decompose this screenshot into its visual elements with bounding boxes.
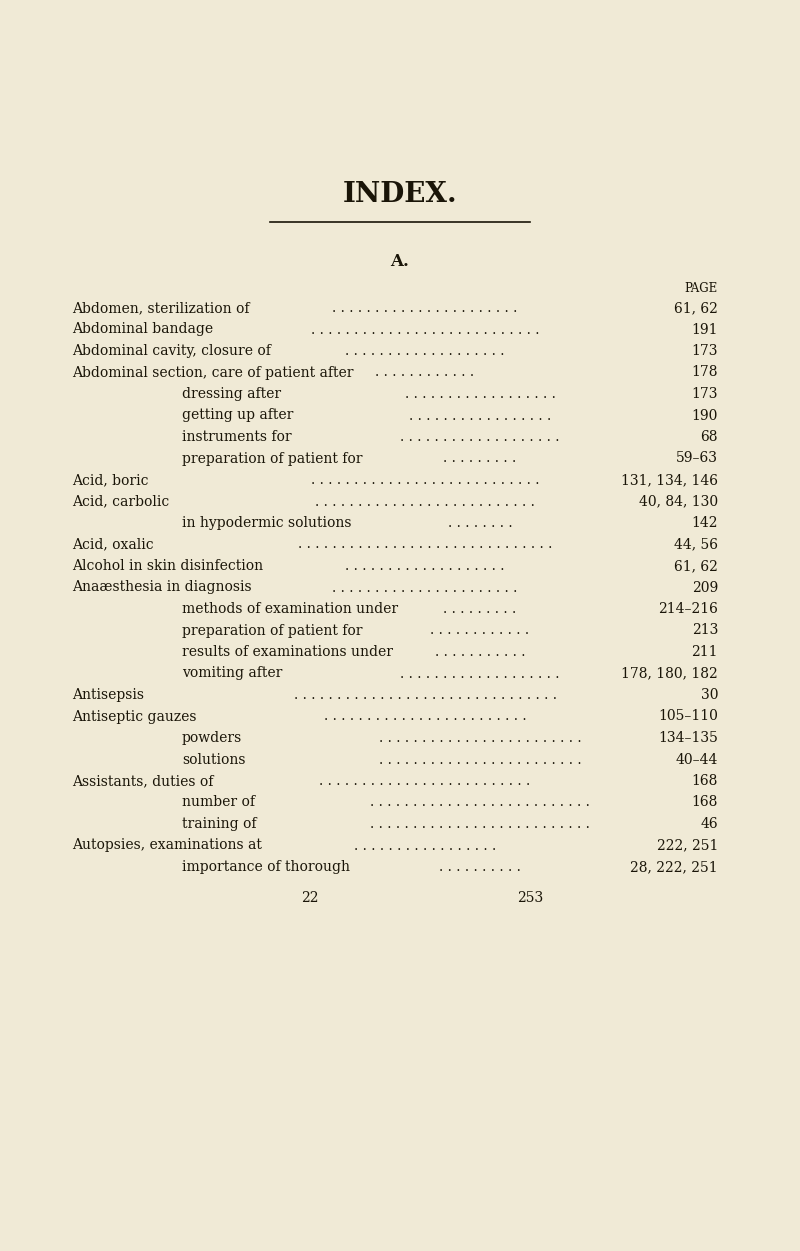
Text: 142: 142 bbox=[691, 515, 718, 530]
Text: 131, 134, 146: 131, 134, 146 bbox=[621, 473, 718, 487]
Text: in hypodermic solutions: in hypodermic solutions bbox=[182, 515, 351, 530]
Text: A.: A. bbox=[390, 254, 410, 270]
Text: . . . . . . . . . . . . . . . . . . . . . . . . . . . . . . .: . . . . . . . . . . . . . . . . . . . . … bbox=[294, 688, 557, 702]
Text: . . . . . . . . . . .: . . . . . . . . . . . bbox=[434, 646, 526, 659]
Text: . . . . . . . . . . . . . . . . . . .: . . . . . . . . . . . . . . . . . . . bbox=[400, 667, 560, 681]
Text: Anaæsthesia in diagnosis: Anaæsthesia in diagnosis bbox=[72, 580, 252, 594]
Text: Antiseptic gauzes: Antiseptic gauzes bbox=[72, 709, 197, 723]
Text: Autopsies, examinations at: Autopsies, examinations at bbox=[72, 838, 262, 852]
Text: . . . . . . . . . . . . . . . . . . .: . . . . . . . . . . . . . . . . . . . bbox=[346, 559, 505, 573]
Text: 40, 84, 130: 40, 84, 130 bbox=[639, 494, 718, 508]
Text: INDEX.: INDEX. bbox=[342, 181, 458, 209]
Text: Assistants, duties of: Assistants, duties of bbox=[72, 774, 214, 788]
Text: . . . . . . . . . . . . . . . . . . . . . . . . . .: . . . . . . . . . . . . . . . . . . . . … bbox=[370, 817, 590, 831]
Text: . . . . . . . . . . . . . . . . .: . . . . . . . . . . . . . . . . . bbox=[354, 838, 496, 852]
Text: . . . . . . . . .: . . . . . . . . . bbox=[443, 452, 517, 465]
Text: Acid, carbolic: Acid, carbolic bbox=[72, 494, 170, 508]
Text: . . . . . . . . . . . . . . . . . . . . . . . . . . . . . .: . . . . . . . . . . . . . . . . . . . . … bbox=[298, 538, 552, 552]
Text: dressing after: dressing after bbox=[182, 387, 281, 402]
Text: Alcohol in skin disinfection: Alcohol in skin disinfection bbox=[72, 559, 263, 573]
Text: 59–63: 59–63 bbox=[676, 452, 718, 465]
Text: . . . . . . . . . . . . . . . . . . . . . . . .: . . . . . . . . . . . . . . . . . . . . … bbox=[378, 731, 582, 746]
Text: Abdominal section, care of patient after: Abdominal section, care of patient after bbox=[72, 365, 354, 379]
Text: 68: 68 bbox=[701, 430, 718, 444]
Text: 105–110: 105–110 bbox=[658, 709, 718, 723]
Text: 61, 62: 61, 62 bbox=[674, 559, 718, 573]
Text: getting up after: getting up after bbox=[182, 409, 294, 423]
Text: number of: number of bbox=[182, 796, 255, 809]
Text: importance of thorough: importance of thorough bbox=[182, 859, 350, 874]
Text: 168: 168 bbox=[692, 796, 718, 809]
Text: Acid, boric: Acid, boric bbox=[72, 473, 149, 487]
Text: 46: 46 bbox=[700, 817, 718, 831]
Text: 40–44: 40–44 bbox=[676, 753, 718, 767]
Text: 30: 30 bbox=[701, 688, 718, 702]
Text: results of examinations under: results of examinations under bbox=[182, 646, 393, 659]
Text: 253: 253 bbox=[517, 892, 543, 906]
Text: Abdominal cavity, closure of: Abdominal cavity, closure of bbox=[72, 344, 271, 358]
Text: 178, 180, 182: 178, 180, 182 bbox=[622, 667, 718, 681]
Text: 168: 168 bbox=[692, 774, 718, 788]
Text: 214–216: 214–216 bbox=[658, 602, 718, 615]
Text: 209: 209 bbox=[692, 580, 718, 594]
Text: 222, 251: 222, 251 bbox=[657, 838, 718, 852]
Text: preparation of patient for: preparation of patient for bbox=[182, 452, 362, 465]
Text: . . . . . . . . . . . . . . . . .: . . . . . . . . . . . . . . . . . bbox=[409, 409, 551, 423]
Text: 173: 173 bbox=[691, 387, 718, 402]
Text: 190: 190 bbox=[692, 409, 718, 423]
Text: solutions: solutions bbox=[182, 753, 246, 767]
Text: Abdominal bandage: Abdominal bandage bbox=[72, 323, 213, 337]
Text: . . . . . . . . . .: . . . . . . . . . . bbox=[439, 859, 521, 874]
Text: Acid, oxalic: Acid, oxalic bbox=[72, 538, 154, 552]
Text: . . . . . . . . . . . . . . . . . . . . . .: . . . . . . . . . . . . . . . . . . . . … bbox=[332, 301, 518, 315]
Text: 191: 191 bbox=[691, 323, 718, 337]
Text: 213: 213 bbox=[692, 623, 718, 638]
Text: 28, 222, 251: 28, 222, 251 bbox=[630, 859, 718, 874]
Text: . . . . . . . .: . . . . . . . . bbox=[448, 515, 512, 530]
Text: methods of examination under: methods of examination under bbox=[182, 602, 398, 615]
Text: . . . . . . . . . . . .: . . . . . . . . . . . . bbox=[430, 623, 530, 638]
Text: . . . . . . . . . . . . . . . . . . . . . . . . . . .: . . . . . . . . . . . . . . . . . . . . … bbox=[310, 323, 539, 337]
Text: . . . . . . . . .: . . . . . . . . . bbox=[443, 602, 517, 615]
Text: vomiting after: vomiting after bbox=[182, 667, 282, 681]
Text: 173: 173 bbox=[691, 344, 718, 358]
Text: . . . . . . . . . . . . . . . . . . .: . . . . . . . . . . . . . . . . . . . bbox=[346, 344, 505, 358]
Text: . . . . . . . . . . . . . . . . . . . . . . . .: . . . . . . . . . . . . . . . . . . . . … bbox=[378, 753, 582, 767]
Text: 178: 178 bbox=[691, 365, 718, 379]
Text: 22: 22 bbox=[302, 892, 318, 906]
Text: . . . . . . . . . . . . . . . . . . . . . . . .: . . . . . . . . . . . . . . . . . . . . … bbox=[324, 709, 526, 723]
Text: PAGE: PAGE bbox=[685, 281, 718, 294]
Text: powders: powders bbox=[182, 731, 242, 746]
Text: . . . . . . . . . . . . . . . . . . . . . . . . . .: . . . . . . . . . . . . . . . . . . . . … bbox=[315, 494, 535, 508]
Text: . . . . . . . . . . . . . . . . . . .: . . . . . . . . . . . . . . . . . . . bbox=[400, 430, 560, 444]
Text: . . . . . . . . . . . . . . . . . . . . . . . . . . .: . . . . . . . . . . . . . . . . . . . . … bbox=[310, 473, 539, 487]
Text: preparation of patient for: preparation of patient for bbox=[182, 623, 362, 638]
Text: . . . . . . . . . . . . . . . . . . . . . . . . . .: . . . . . . . . . . . . . . . . . . . . … bbox=[370, 796, 590, 809]
Text: 44, 56: 44, 56 bbox=[674, 538, 718, 552]
Text: 134–135: 134–135 bbox=[658, 731, 718, 746]
Text: 211: 211 bbox=[691, 646, 718, 659]
Text: . . . . . . . . . . . . . . . . . .: . . . . . . . . . . . . . . . . . . bbox=[405, 387, 555, 402]
Text: 61, 62: 61, 62 bbox=[674, 301, 718, 315]
Text: . . . . . . . . . . . . . . . . . . . . . .: . . . . . . . . . . . . . . . . . . . . … bbox=[332, 580, 518, 594]
Text: . . . . . . . . . . . .: . . . . . . . . . . . . bbox=[375, 365, 474, 379]
Text: Antisepsis: Antisepsis bbox=[72, 688, 144, 702]
Text: instruments for: instruments for bbox=[182, 430, 292, 444]
Text: . . . . . . . . . . . . . . . . . . . . . . . . .: . . . . . . . . . . . . . . . . . . . . … bbox=[319, 774, 530, 788]
Text: Abdomen, sterilization of: Abdomen, sterilization of bbox=[72, 301, 250, 315]
Text: training of: training of bbox=[182, 817, 257, 831]
